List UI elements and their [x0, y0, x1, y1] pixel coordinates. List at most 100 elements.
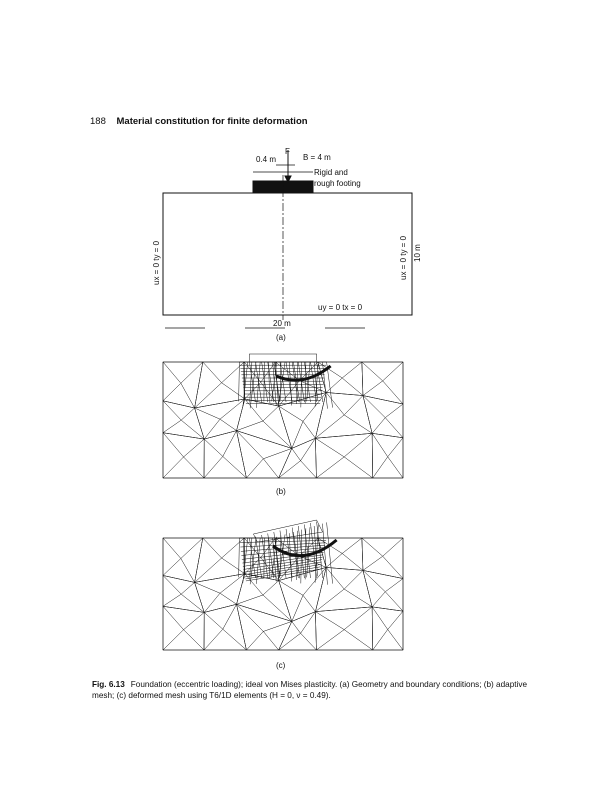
- mesh-edge: [222, 628, 247, 651]
- mesh-edge: [322, 523, 328, 585]
- mesh-edge: [387, 610, 404, 630]
- mesh-edge: [256, 361, 261, 408]
- mesh-edge: [267, 533, 275, 579]
- mesh-edge: [242, 361, 248, 407]
- mesh-edge: [180, 537, 203, 559]
- mesh-edge: [203, 456, 223, 479]
- mesh-edge: [302, 421, 316, 439]
- mesh-edge: [162, 419, 182, 433]
- mesh-edge: [222, 604, 237, 630]
- mesh-edge: [267, 361, 275, 403]
- mesh-edge: [162, 361, 182, 384]
- deformed-footing: [253, 519, 323, 543]
- mesh-edge: [222, 456, 247, 479]
- mesh-edge: [299, 380, 327, 393]
- shear-band: [275, 364, 332, 382]
- mesh-edge: [306, 361, 311, 402]
- mesh-edge: [183, 629, 205, 651]
- width-label: B = 4 m: [303, 153, 331, 162]
- mesh-edge: [317, 361, 364, 396]
- mesh-edge: [221, 557, 245, 574]
- mesh-edge: [316, 456, 345, 479]
- mesh-edge: [362, 380, 383, 396]
- mesh-edge: [387, 629, 404, 651]
- mesh-edge: [325, 553, 343, 568]
- mesh-edge: [221, 537, 245, 559]
- mesh-edge: [236, 604, 264, 632]
- page-number: 188: [90, 116, 106, 127]
- mesh-edge: [261, 361, 268, 403]
- mesh-edge: [293, 361, 301, 403]
- mesh-edge: [244, 398, 264, 422]
- mesh-edge: [180, 383, 195, 409]
- mesh-edge: [242, 554, 324, 567]
- mesh-edge: [219, 398, 245, 420]
- mesh-edge: [162, 593, 182, 607]
- mesh-edge: [382, 380, 404, 405]
- mesh-edge: [300, 611, 316, 634]
- mesh-edge: [180, 558, 195, 583]
- mesh-edge: [387, 456, 404, 479]
- mesh-edge: [278, 580, 304, 596]
- mesh-edge: [244, 573, 264, 596]
- mesh-edge: [219, 418, 237, 431]
- mesh-edge: [288, 533, 293, 582]
- mesh-edge: [313, 361, 318, 401]
- mesh-edge: [278, 534, 286, 580]
- mesh-edge: [203, 629, 223, 651]
- footing-label-2: rough footing: [314, 179, 361, 188]
- mesh-edge: [219, 592, 237, 605]
- panel-label-b: (b): [276, 487, 286, 496]
- mesh-edge: [315, 588, 345, 612]
- right-boundary-condition: ux = 0 ty = 0: [399, 235, 408, 280]
- mesh-edge: [236, 430, 264, 459]
- mesh-edge: [302, 392, 327, 422]
- mesh-edge: [302, 595, 316, 612]
- mesh-edge: [194, 382, 222, 409]
- mesh-edge: [344, 414, 373, 434]
- mesh-edge: [263, 621, 292, 632]
- panel-label-a: (a): [276, 333, 286, 342]
- mesh-edge: [202, 537, 222, 559]
- mesh-edge: [249, 537, 256, 579]
- mesh-edge: [194, 407, 221, 420]
- mesh-edge: [278, 633, 301, 651]
- mesh-edge: [361, 537, 383, 557]
- mesh-edge: [342, 537, 363, 554]
- mesh-edge: [255, 361, 262, 403]
- mesh-edge: [315, 611, 345, 630]
- mesh-edge: [240, 542, 326, 548]
- mesh-edge: [291, 621, 301, 634]
- mesh-edge: [385, 417, 404, 438]
- mesh-edge: [263, 631, 279, 651]
- mesh-edge: [342, 377, 364, 396]
- adaptive-mesh: [162, 353, 404, 479]
- mesh-edge: [221, 361, 245, 383]
- mesh-edge: [278, 380, 300, 407]
- mesh-edge: [236, 604, 293, 651]
- mesh-edge: [162, 575, 182, 595]
- mesh-edge: [271, 361, 278, 402]
- mesh-edge: [387, 437, 404, 457]
- mesh-edge: [300, 438, 316, 461]
- offset-label: 0.4 m: [256, 155, 276, 164]
- mesh-edge: [316, 361, 323, 403]
- mesh-edge: [362, 556, 383, 571]
- mesh-edge: [162, 629, 184, 651]
- mesh-edge: [300, 460, 317, 479]
- mesh-edge: [204, 612, 223, 630]
- mesh-edge: [304, 361, 311, 403]
- figure-a-geometry: [162, 150, 413, 329]
- mesh-edge: [268, 537, 271, 580]
- mesh-edge: [361, 361, 404, 405]
- deformed-mesh: [162, 519, 404, 651]
- mesh-edge: [385, 578, 404, 592]
- mesh-edge: [272, 537, 277, 582]
- mesh-edge: [306, 527, 311, 578]
- mesh-edge: [315, 438, 345, 458]
- mesh-edge: [236, 594, 264, 605]
- mesh-edge: [263, 458, 279, 479]
- mesh-edge: [243, 559, 323, 573]
- mesh-edge: [344, 606, 373, 630]
- mesh-edge: [221, 382, 245, 400]
